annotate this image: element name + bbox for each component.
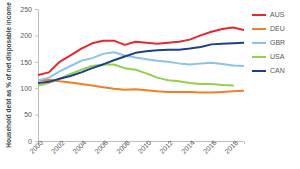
legend-swatch — [252, 42, 266, 44]
series-line — [38, 43, 244, 83]
legend-item: USA — [252, 53, 285, 60]
legend-item: CAN — [252, 67, 285, 74]
legend-label: USA — [270, 53, 285, 60]
x-tick: 2010 — [137, 139, 153, 155]
legend-label: AUS — [270, 11, 285, 18]
y-axis-line — [35, 10, 39, 142]
x-tick-label: 2002 — [50, 139, 66, 155]
y-axis-title: Household debt as % of net disposable in… — [5, 2, 13, 148]
x-tick: 2008 — [115, 139, 131, 155]
x-tick-label: 2012 — [158, 139, 174, 155]
legend-item: GBR — [252, 39, 285, 46]
x-tick: 2002 — [50, 139, 66, 155]
legend-swatch — [252, 28, 266, 30]
y-tick: 100 — [20, 85, 38, 92]
x-tick: 2016 — [202, 139, 218, 155]
x-tick-label: 2004 — [72, 139, 88, 155]
y-tick-label: 200 — [20, 32, 32, 39]
series-line — [38, 64, 233, 85]
x-tick-label: 2018 — [223, 139, 239, 155]
y-tick-mark — [35, 9, 38, 10]
legend: AUS DEU GBR USA CAN — [252, 11, 285, 74]
y-tick: 50 — [24, 111, 38, 118]
x-tick-label: 2016 — [202, 139, 218, 155]
x-tick-label: 2008 — [115, 139, 131, 155]
x-tick-label: 2000 — [28, 139, 44, 155]
legend-label: CAN — [270, 67, 285, 74]
lines — [38, 27, 244, 92]
y-tick: 250 — [20, 6, 38, 13]
legend-swatch — [252, 70, 266, 72]
x-tick: 2018 — [223, 139, 239, 155]
legend-item: AUS — [252, 11, 285, 18]
y-tick-mark — [35, 35, 38, 36]
y-tick-mark — [35, 88, 38, 89]
y-tick-label: 150 — [20, 59, 32, 66]
y-tick-label: 0 — [28, 138, 32, 145]
x-tick-label: 2010 — [137, 139, 153, 155]
x-tick: 2006 — [93, 139, 109, 155]
chart: 0501001502002502000200220042006200820102… — [0, 0, 300, 169]
legend-swatch — [252, 56, 266, 58]
plot-area: 0501001502002502000200220042006200820102… — [20, 6, 244, 155]
legend-label: GBR — [270, 39, 285, 46]
y-tick: 150 — [20, 59, 38, 66]
x-tick: 2012 — [158, 139, 174, 155]
series-line — [38, 80, 244, 93]
y-tick-label: 250 — [20, 6, 32, 13]
y-tick-label: 100 — [20, 85, 32, 92]
y-tick-mark — [35, 62, 38, 63]
legend-swatch — [252, 14, 266, 16]
x-axis: 2000 2002 2004 2006 2008 2010 2012 2014 2016 2018 — [28, 139, 244, 155]
y-tick-label: 50 — [24, 111, 32, 118]
x-tick-label: 2006 — [93, 139, 109, 155]
x-tick: 2004 — [72, 139, 88, 155]
y-tick-mark — [35, 115, 38, 116]
x-tick: 2000 — [28, 139, 44, 155]
legend-label: DEU — [270, 25, 285, 32]
y-axis: 0 50 100 150 200 250 — [20, 6, 38, 145]
y-tick: 200 — [20, 32, 38, 39]
x-tick: 2014 — [180, 139, 196, 155]
legend-item: DEU — [252, 25, 285, 32]
x-tick-label: 2014 — [180, 139, 196, 155]
